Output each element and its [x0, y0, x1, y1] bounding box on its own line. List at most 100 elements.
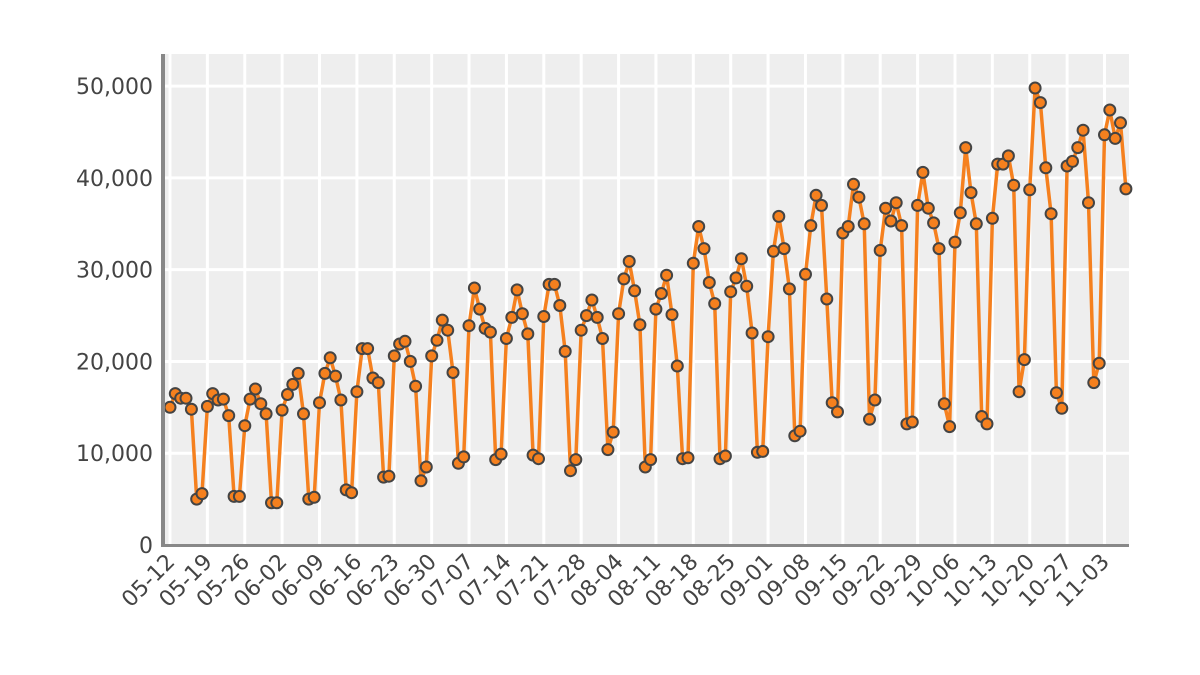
data-point: [804, 219, 818, 233]
data-point: [1119, 182, 1133, 196]
data-point: [179, 391, 193, 405]
data-point: [766, 244, 780, 258]
data-point: [670, 359, 684, 373]
data-point: [863, 412, 876, 426]
data-point: [382, 469, 396, 483]
data-point: [1017, 353, 1031, 367]
data-point: [985, 211, 999, 225]
data-point: [761, 330, 775, 344]
data-point: [200, 399, 214, 413]
data-point: [297, 407, 310, 421]
data-point: [403, 354, 417, 368]
data-point: [521, 327, 535, 341]
data-point: [745, 326, 759, 340]
data-point: [590, 310, 604, 324]
data-point: [163, 400, 177, 414]
y-tick-label: 50,000: [76, 75, 153, 100]
data-point: [889, 196, 903, 210]
data-point: [457, 450, 471, 464]
data-point: [1098, 128, 1111, 142]
data-point: [964, 186, 978, 200]
data-point: [532, 452, 545, 466]
data-point: [793, 424, 807, 438]
data-point: [1071, 141, 1085, 155]
data-point: [473, 302, 487, 316]
data-point: [361, 342, 375, 356]
data-point: [425, 349, 439, 363]
data-point: [1066, 154, 1079, 168]
data-point: [905, 415, 919, 429]
data-point: [884, 214, 898, 228]
data-point: [248, 382, 262, 396]
data-point: [959, 141, 973, 155]
data-point: [1103, 103, 1117, 117]
data-point: [831, 405, 844, 419]
data-point: [681, 451, 695, 465]
data-point: [948, 235, 962, 249]
data-point: [734, 252, 748, 266]
y-tick-label: 0: [139, 534, 153, 559]
data-point: [435, 313, 449, 327]
data-point: [601, 443, 615, 457]
data-point: [1001, 149, 1015, 163]
data-point: [281, 388, 294, 401]
data-point: [847, 177, 860, 191]
data-point: [708, 297, 722, 311]
series-markers: [163, 81, 1133, 510]
data-point: [286, 377, 300, 391]
data-point: [291, 366, 305, 380]
data-point: [329, 369, 342, 383]
data-point: [1044, 207, 1058, 221]
data-point: [222, 409, 236, 423]
data-point: [1055, 401, 1069, 415]
data-point: [1082, 196, 1095, 210]
data-point: [585, 293, 599, 307]
data-point: [686, 256, 700, 270]
data-point: [254, 397, 268, 411]
data-point: [548, 277, 561, 291]
data-point: [313, 396, 326, 410]
data-point: [398, 334, 412, 348]
data-point: [911, 198, 925, 212]
data-point: [1049, 386, 1063, 400]
data-point: [574, 323, 588, 337]
data-point: [334, 393, 348, 407]
data-point: [409, 379, 423, 393]
data-point: [1033, 96, 1047, 110]
data-point: [419, 460, 433, 474]
data-point: [537, 310, 551, 323]
data-point: [782, 282, 796, 296]
data-point: [580, 309, 593, 323]
data-point: [510, 283, 524, 297]
data-point: [430, 333, 444, 347]
y-tick-label: 10,000: [76, 442, 153, 467]
data-point: [307, 490, 321, 504]
data-point: [927, 216, 941, 230]
data-point: [916, 165, 930, 179]
data-point: [702, 276, 716, 289]
y-tick-label: 40,000: [76, 167, 153, 192]
data-point: [932, 242, 946, 256]
data-point: [873, 243, 887, 257]
data-point: [238, 419, 252, 433]
data-point: [1108, 131, 1122, 145]
data-point: [772, 209, 786, 223]
data-point: [649, 302, 663, 316]
data-point: [318, 366, 332, 380]
data-point: [628, 284, 642, 298]
data-point: [815, 198, 828, 212]
data-point: [558, 344, 572, 358]
y-axis-ticks: 0 10,000 20,000 30,000 40,000 50,000: [76, 75, 153, 559]
data-point: [841, 220, 855, 233]
data-point: [232, 489, 246, 503]
data-point: [467, 281, 481, 295]
data-point: [345, 486, 359, 500]
data-point: [879, 201, 893, 215]
data-point: [718, 449, 732, 463]
data-point: [350, 385, 364, 399]
data-point: [499, 332, 513, 345]
data-point: [184, 402, 198, 416]
data-point: [323, 351, 337, 365]
data-point: [921, 201, 935, 215]
data-point: [259, 407, 273, 421]
